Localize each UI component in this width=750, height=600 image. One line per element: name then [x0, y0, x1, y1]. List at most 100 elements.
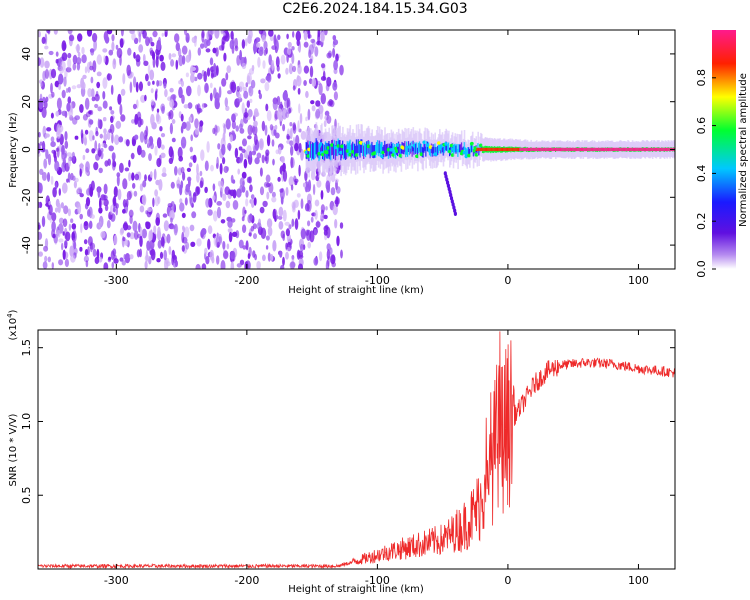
signal-peak — [552, 147, 554, 152]
noise-blob — [183, 104, 189, 109]
noise-blob — [62, 249, 66, 260]
noise-blob — [132, 220, 138, 232]
noise-blob — [210, 164, 214, 172]
noise-blob — [156, 258, 161, 263]
colorbar-tick-label: 0.4 — [695, 165, 708, 183]
noise-blob — [247, 253, 251, 260]
colorbar-tick-label: 0.0 — [695, 260, 708, 278]
noise-blob — [292, 124, 297, 134]
signal-peak — [635, 147, 637, 152]
noise-blob — [126, 232, 131, 238]
signal-peak — [524, 147, 526, 152]
noise-blob — [225, 118, 231, 130]
noise-blob — [222, 240, 226, 250]
noise-blob — [99, 133, 104, 139]
signal-core — [355, 139, 358, 154]
noise-blob — [79, 213, 83, 220]
signal-peak — [555, 147, 557, 152]
signal-peak — [527, 147, 530, 152]
noise-blob — [46, 172, 51, 182]
noise-blob — [98, 207, 103, 214]
noise-blob — [136, 249, 141, 258]
snr-axes: -300 -200 -100 0 100 0.5 1.0 1.5 — [20, 330, 675, 587]
noise-blob — [50, 136, 55, 143]
signal-peak — [535, 147, 538, 152]
signal-core — [368, 141, 371, 155]
noise-blob — [268, 30, 274, 37]
noise-blob — [332, 204, 338, 216]
signal-peak — [520, 147, 522, 152]
noise-blob — [132, 182, 136, 189]
noise-blob — [47, 256, 51, 263]
signal-peak — [490, 147, 492, 152]
noise-blob — [185, 183, 190, 193]
noise-blob — [139, 226, 143, 239]
signal-peak — [593, 147, 595, 152]
noise-blob — [265, 235, 270, 241]
noise-blob — [307, 241, 312, 249]
noise-blob — [89, 242, 96, 250]
snr-frame — [37, 329, 676, 570]
noise-blob — [282, 169, 288, 182]
noise-blob — [295, 30, 301, 42]
noise-blob — [217, 143, 221, 150]
signal-peak — [537, 147, 540, 152]
noise-blob — [84, 249, 89, 256]
noise-blob — [316, 180, 322, 188]
signal-peak — [566, 147, 568, 152]
signal-core — [354, 143, 356, 158]
noise-blob — [333, 91, 338, 101]
noise-blob — [214, 30, 220, 39]
signal-peak — [615, 147, 617, 152]
signal-core — [349, 139, 352, 154]
noise-blob — [310, 100, 315, 105]
noise-blob — [111, 41, 115, 52]
signal-core — [336, 141, 339, 157]
signal-core — [404, 141, 406, 153]
signal-core — [398, 143, 401, 156]
noise-blob — [159, 54, 164, 62]
noise-blob — [171, 137, 176, 143]
noise-blob — [300, 228, 307, 240]
signal-core — [356, 145, 359, 160]
signal-core — [379, 144, 382, 157]
noise-blob — [65, 66, 72, 73]
noise-blob — [64, 150, 68, 159]
noise-blob — [289, 261, 296, 269]
noise-blob — [76, 84, 82, 89]
signal-peak — [562, 147, 564, 152]
noise-blob — [185, 241, 190, 250]
noise-blob — [161, 32, 164, 37]
noise-blob — [62, 218, 68, 227]
noise-blob — [201, 228, 207, 235]
signal-peak — [567, 147, 570, 152]
noise-blob — [119, 38, 124, 48]
noise-blob — [98, 142, 101, 150]
noise-blob — [190, 73, 195, 83]
signal-core — [360, 139, 362, 153]
noise-blob — [142, 180, 147, 188]
noise-blob — [248, 150, 253, 158]
signal-peak — [587, 147, 590, 152]
signal-peak — [483, 147, 486, 152]
noise-blob — [55, 59, 59, 64]
noise-blob — [53, 30, 58, 35]
noise-blob — [326, 52, 332, 59]
noise-blob — [152, 57, 156, 68]
signal-core — [471, 144, 473, 153]
noise-blob — [161, 172, 167, 177]
noise-blob — [42, 70, 47, 82]
noise-blob — [68, 223, 72, 231]
noise-blob — [129, 81, 133, 94]
noise-blob — [332, 81, 338, 91]
noise-blob — [167, 203, 173, 208]
noise-blob — [250, 79, 256, 89]
signal-core — [316, 140, 319, 157]
signal-core — [444, 142, 447, 152]
noise-blob — [285, 186, 289, 196]
signal-peak — [602, 147, 605, 152]
noise-blob — [102, 77, 108, 89]
noise-blob — [247, 34, 252, 45]
noise-blob — [88, 119, 94, 125]
